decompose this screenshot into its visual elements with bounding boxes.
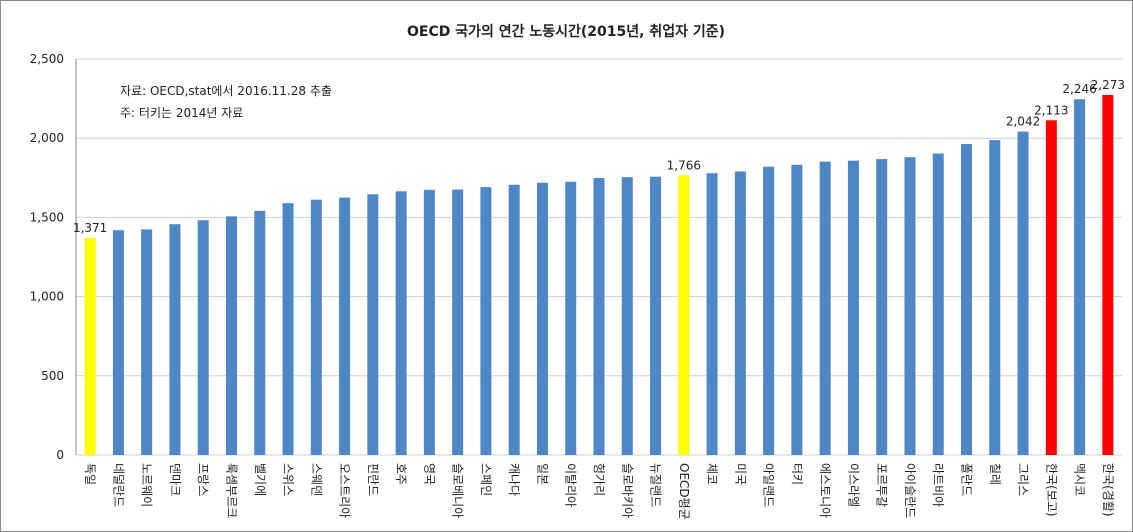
bar xyxy=(339,197,351,455)
bar xyxy=(395,191,407,455)
data-label: 1,766 xyxy=(667,158,701,172)
y-tick-label: 500 xyxy=(41,369,64,383)
bar xyxy=(565,181,577,455)
x-tick-label: 영국 xyxy=(422,463,436,485)
x-tick-label: 호주 xyxy=(394,463,408,485)
x-tick-label: 이탈리아 xyxy=(564,463,578,507)
y-tick-label: 1,500 xyxy=(30,210,64,224)
x-tick-label: 일본 xyxy=(535,463,549,485)
x-tick-label: 라트비아 xyxy=(931,463,945,507)
bar xyxy=(876,159,888,455)
bar xyxy=(452,189,464,455)
bar xyxy=(932,153,944,455)
bar xyxy=(819,161,831,456)
x-tick-label: 뉴질랜드 xyxy=(649,463,663,507)
bar xyxy=(734,171,746,456)
bar xyxy=(763,166,775,455)
x-tick-label: 아이슬란드 xyxy=(903,463,917,518)
bar xyxy=(141,229,153,455)
bar xyxy=(367,194,379,455)
bar xyxy=(989,140,1001,455)
data-label: 2,273 xyxy=(1091,78,1125,92)
bar xyxy=(254,210,266,455)
x-tick-label: 프랑스 xyxy=(196,463,210,496)
x-tick-label: 독일 xyxy=(83,463,97,485)
y-tick-label: 0 xyxy=(56,448,64,462)
x-tick-label: 덴마크 xyxy=(168,463,182,496)
data-label: 2,246 xyxy=(1062,82,1096,96)
x-tick-label: 헝가리 xyxy=(592,463,606,496)
x-tick-label: 노르웨이 xyxy=(140,463,154,507)
data-label: 2,042 xyxy=(1006,115,1040,129)
x-tick-label: 멕시코 xyxy=(1073,463,1087,496)
x-tick-label: 아일랜드 xyxy=(762,463,776,507)
x-tick-label: 네덜란드 xyxy=(111,463,125,507)
bar xyxy=(621,177,633,456)
bar xyxy=(197,220,209,455)
data-label: 1,371 xyxy=(73,221,107,235)
y-tick-label: 2,500 xyxy=(30,52,64,66)
x-tick-label: 핀란드 xyxy=(366,463,380,496)
bar xyxy=(225,216,237,455)
x-tick-label: OECD평균 xyxy=(677,463,691,520)
x-tick-label: 터키 xyxy=(790,463,804,485)
x-tick-label: 에스토니아 xyxy=(818,463,832,518)
bar xyxy=(1045,120,1057,456)
x-tick-label: 그리스 xyxy=(1016,463,1030,496)
bar xyxy=(423,189,435,456)
bar xyxy=(650,176,662,455)
x-tick-label: 포르투갈 xyxy=(875,463,889,507)
annotation: 자료: OECD,stat에서 2016.11.28 추출 xyxy=(120,84,332,98)
bar xyxy=(1074,99,1086,456)
x-tick-label: 룩셈부르크 xyxy=(224,463,238,518)
bar xyxy=(1102,94,1114,456)
x-tick-label: 슬로베니아 xyxy=(451,463,465,518)
bar xyxy=(706,173,718,455)
x-tick-label: 체코 xyxy=(705,463,719,485)
x-tick-label: 한국(보고) xyxy=(1044,463,1058,517)
bar xyxy=(282,203,294,455)
bar xyxy=(678,175,690,455)
x-tick-label: 스페인 xyxy=(479,463,493,496)
bar xyxy=(961,144,973,456)
y-tick-label: 1,000 xyxy=(30,290,64,304)
x-tick-label: 슬로바키아 xyxy=(620,463,634,518)
x-tick-label: 폴란드 xyxy=(960,463,974,496)
annotation: 주: 터키는 2014년 자료 xyxy=(120,106,243,120)
bar xyxy=(791,164,803,455)
y-tick-label: 2,000 xyxy=(30,131,64,145)
x-tick-label: 캐나다 xyxy=(507,463,521,496)
bar xyxy=(480,187,492,455)
x-tick-label: 이스라엘 xyxy=(846,463,860,507)
bar xyxy=(310,199,322,455)
x-tick-label: 스웨덴 xyxy=(309,463,323,496)
bar xyxy=(904,157,916,455)
bar xyxy=(84,237,96,455)
data-label: 2,113 xyxy=(1034,103,1068,117)
x-tick-label: 칠레 xyxy=(988,463,1002,485)
x-tick-label: 벨기에 xyxy=(253,463,267,496)
bar xyxy=(536,182,548,456)
bar xyxy=(847,160,859,455)
bar xyxy=(593,177,605,455)
x-tick-label: 미국 xyxy=(733,463,747,485)
x-tick-label: 한국(경활) xyxy=(1101,463,1115,517)
bar xyxy=(112,230,124,455)
bar xyxy=(1017,131,1029,456)
chart-title: OECD 국가의 연간 노동시간(2015년, 취업자 기준) xyxy=(407,23,725,40)
bar xyxy=(169,224,181,455)
x-tick-label: 스위스 xyxy=(281,463,295,496)
bar xyxy=(508,184,520,456)
x-tick-label: 오스트리아 xyxy=(338,463,352,518)
